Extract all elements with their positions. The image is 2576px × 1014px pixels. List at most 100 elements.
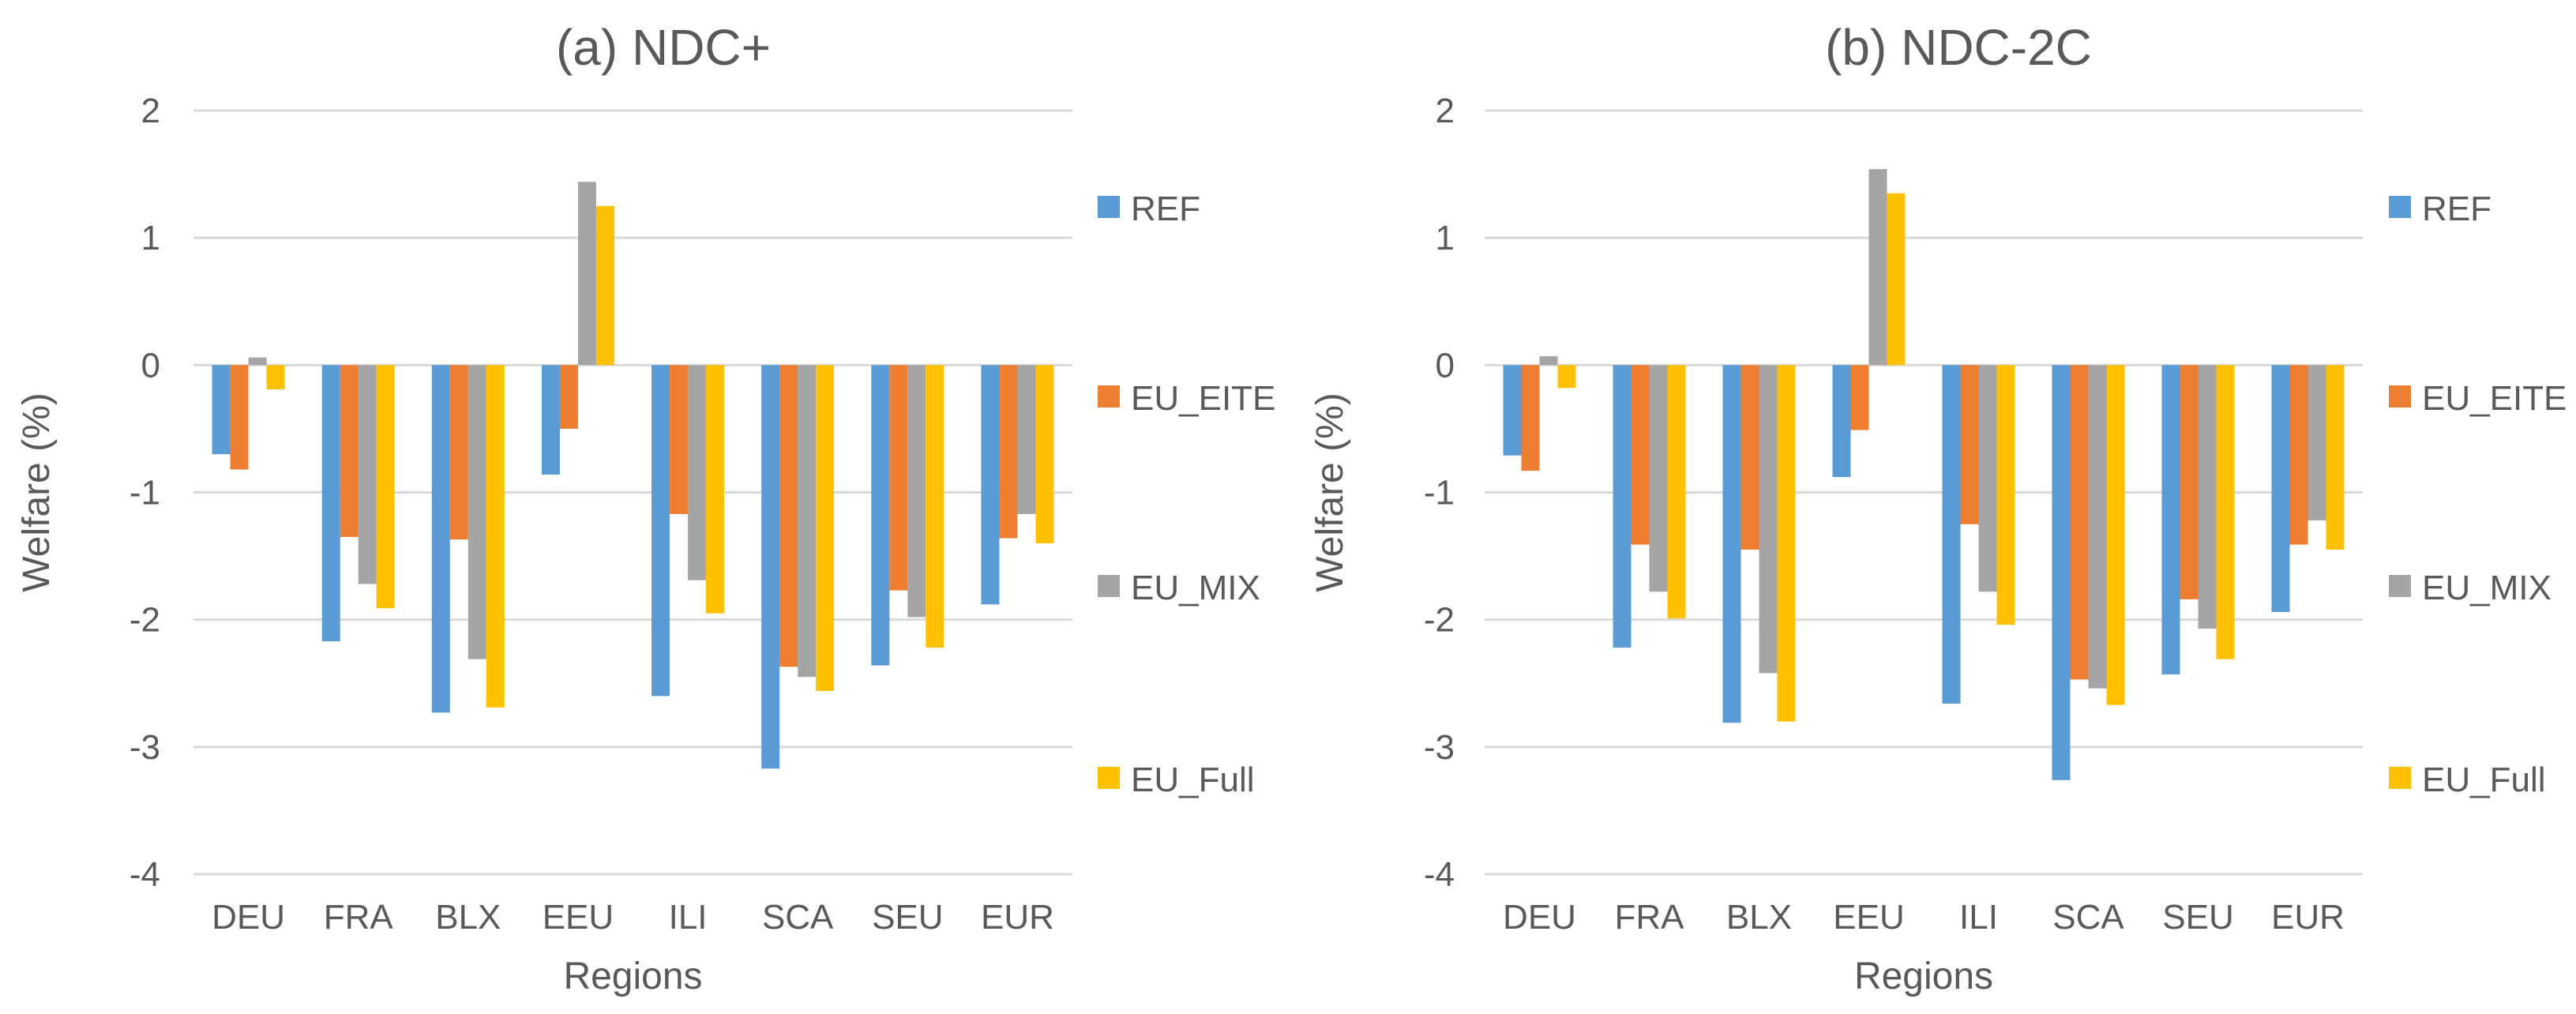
y-tick-label: -3: [1424, 728, 1455, 767]
bar-eu-full-eur: [2326, 365, 2345, 550]
y-tick-label: -1: [1424, 474, 1455, 513]
x-tick-label: SCA: [2052, 898, 2124, 937]
bar-eu-eite-deu: [1521, 365, 1540, 471]
legend-swatch-eu-full: [2389, 767, 2411, 789]
bar-eu-full-fra: [376, 365, 395, 609]
bar-eu-eite-ili: [1960, 365, 1979, 524]
bar-eu-full-ili: [706, 365, 725, 614]
chart-panel-ndc-2c: 2 1 0 -1 -2 -3 -4 DEU FRA BLX EEU ILI SCA SEU EUR (b) N…: [1309, 19, 2567, 997]
y-tick-label: 0: [141, 346, 160, 385]
bar-eu-eite-blx: [1740, 365, 1759, 550]
x-tick-label: FRA: [1615, 898, 1685, 937]
bar-eu-mix-eeu: [577, 182, 596, 366]
y-tick-label: -1: [130, 474, 160, 513]
bar-eu-full-ili: [1996, 365, 2015, 625]
bar-eu-mix-sca: [798, 365, 817, 678]
bar-eu-eite-eeu: [559, 365, 578, 429]
x-tick-label: BLX: [435, 898, 501, 937]
bar-ref-ili: [652, 365, 670, 697]
bar-ref-eur: [981, 365, 1000, 605]
bar-eu-eite-seu: [2180, 365, 2199, 599]
bar-eu-full-deu: [266, 365, 285, 389]
x-tick-label: EUR: [2271, 898, 2345, 937]
x-tick-label: DEU: [212, 898, 285, 937]
bar-eu-full-blx: [486, 365, 505, 708]
x-tick-label: SEU: [2162, 898, 2233, 937]
bar-ref-sca: [761, 365, 780, 769]
y-tick-label: 0: [1436, 346, 1455, 385]
y-tick-label: -2: [1424, 601, 1455, 640]
bar-eu-eite-sca: [779, 365, 798, 667]
legend-label-eu-mix: EU_MIX: [2422, 569, 2552, 607]
bar-eu-mix-fra: [1649, 365, 1668, 592]
x-tick-label: BLX: [1726, 898, 1792, 937]
y-tick-label: -2: [130, 601, 160, 640]
chart-panel-ndc-plus: 2 1 0 -1 -2 -3 -4 DEU FRA BLX EEU ILI SCA SEU EUR (a) N…: [16, 19, 1275, 997]
bar-eu-full-sca: [2106, 365, 2125, 705]
legend: REF EU_EITE EU_MIX EU_Full: [1098, 190, 1275, 799]
legend-swatch-eu-mix: [2389, 575, 2411, 597]
bar-eu-eite-ili: [670, 365, 689, 514]
legend-swatch-eu-mix: [1098, 575, 1120, 597]
bar-ref-deu: [1503, 365, 1522, 456]
y-tick-label: 2: [141, 92, 160, 130]
bar-ref-eur: [2271, 365, 2290, 612]
bar-ref-eeu: [1832, 365, 1851, 478]
y-tick-label: 1: [1436, 219, 1455, 257]
x-tick-label: ILI: [669, 898, 708, 937]
y-tick-label: -3: [130, 728, 160, 767]
legend-label-eu-mix: EU_MIX: [1131, 569, 1260, 607]
x-tick-label: DEU: [1503, 898, 1576, 937]
legend-swatch-eu-eite: [1098, 385, 1120, 407]
bar-eu-full-fra: [1667, 365, 1686, 619]
x-axis-label: Regions: [1854, 956, 1993, 997]
x-tick-label: EEU: [543, 898, 614, 937]
legend-label-eu-eite: EU_EITE: [2422, 379, 2567, 418]
bar-eu-eite-blx: [449, 365, 468, 540]
bar-eu-eite-eur: [2289, 365, 2308, 545]
bar-ref-blx: [1722, 365, 1741, 723]
bar-eu-eite-fra: [1631, 365, 1650, 545]
bar-eu-full-seu: [926, 365, 944, 648]
chart-title: (b) NDC-2C: [1825, 19, 2092, 76]
legend-label-eu-eite: EU_EITE: [1131, 379, 1275, 418]
y-tick-label: -4: [1424, 855, 1455, 894]
y-tick-label: 2: [1436, 92, 1455, 130]
y-tick-label: -4: [130, 855, 160, 894]
bar-eu-mix-eur: [2308, 365, 2326, 520]
bar-ref-eeu: [541, 365, 560, 475]
bar-eu-mix-eeu: [1868, 169, 1887, 366]
bar-ref-ili: [1942, 365, 1961, 704]
x-tick-label: ILI: [1959, 898, 1998, 937]
legend-label-eu-full: EU_Full: [1131, 760, 1255, 799]
bar-eu-mix-deu: [1539, 356, 1558, 366]
bar-ref-blx: [431, 365, 450, 713]
bar-eu-mix-blx: [468, 365, 486, 659]
bar-eu-mix-deu: [248, 357, 267, 366]
bar-eu-mix-seu: [2198, 365, 2217, 629]
x-axis-label: Regions: [563, 956, 702, 997]
bar-eu-eite-seu: [889, 365, 908, 591]
bar-eu-full-seu: [2216, 365, 2235, 659]
bar-eu-mix-seu: [907, 365, 926, 618]
bar-eu-eite-eeu: [1850, 365, 1869, 430]
bar-eu-mix-eur: [1017, 365, 1036, 514]
x-tick-label: EUR: [981, 898, 1054, 937]
bar-ref-fra: [1613, 365, 1632, 648]
bar-eu-full-eeu: [595, 205, 614, 366]
legend-label-ref: REF: [2422, 190, 2492, 228]
bar-eu-mix-fra: [358, 365, 377, 584]
x-tick-label: SCA: [762, 898, 834, 937]
bar-ref-seu: [871, 365, 890, 666]
bar-eu-eite-deu: [230, 365, 249, 470]
bar-eu-eite-fra: [340, 365, 359, 537]
bar-ref-sca: [2052, 365, 2071, 780]
legend-label-eu-full: EU_Full: [2422, 760, 2546, 799]
bar-eu-full-eur: [1035, 365, 1054, 543]
legend-swatch-ref: [2389, 196, 2411, 218]
bar-eu-full-blx: [1777, 365, 1796, 722]
bar-ref-deu: [212, 365, 231, 455]
y-axis-label: Welfare (%): [1309, 392, 1351, 592]
bar-eu-full-deu: [1557, 365, 1576, 389]
